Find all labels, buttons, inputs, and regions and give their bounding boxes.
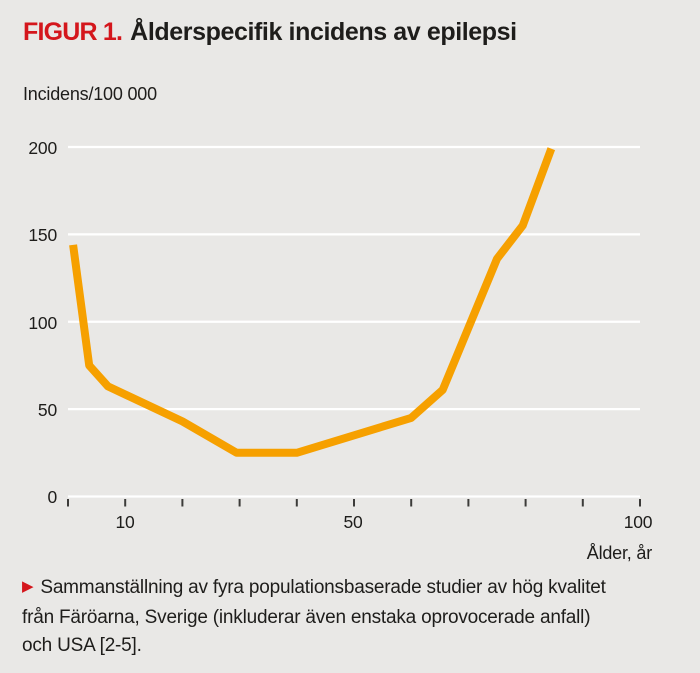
incidence-line-chart xyxy=(67,145,641,507)
x-tick-label-100: 100 xyxy=(623,512,653,532)
figure-header: FIGUR 1. Ålderspecifik incidens av epilep… xyxy=(23,18,517,47)
y-tick-label-100: 100 xyxy=(28,313,57,333)
caption-text: Sammanställning av fyra populationsbaser… xyxy=(22,577,606,657)
y-tick-label-0: 0 xyxy=(47,487,57,507)
y-tick-label-50: 50 xyxy=(37,400,57,420)
figure-title: Ålderspecifik incidens av epilepsi xyxy=(130,18,517,46)
x-tick-label-50: 50 xyxy=(343,512,363,532)
caption-bullet-icon: ▶ xyxy=(22,578,34,595)
y-axis-title: Incidens/100 000 xyxy=(23,84,157,104)
figure-number-label: FIGUR 1. xyxy=(23,18,123,46)
y-tick-label-200: 200 xyxy=(28,138,57,158)
y-tick-label-150: 150 xyxy=(28,225,57,245)
x-axis-title: Ålder, år xyxy=(586,543,652,563)
x-tick-label-10: 10 xyxy=(115,512,135,532)
figure-caption: ▶ Sammanställning av fyra populationsbase… xyxy=(22,574,622,661)
